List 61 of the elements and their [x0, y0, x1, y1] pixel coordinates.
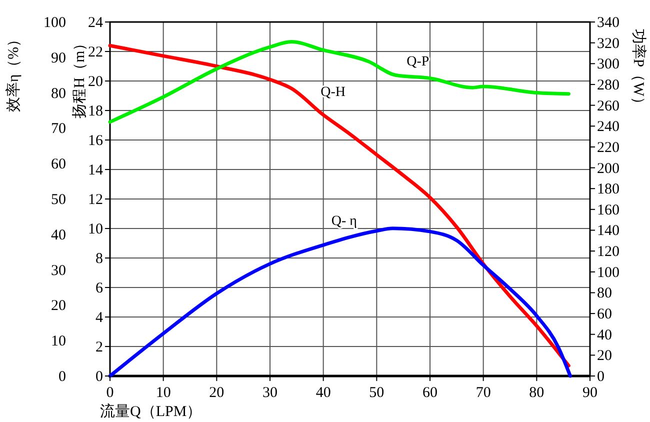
y3-tick-label: 100 [44, 15, 66, 31]
y-tick-label: 22 [88, 44, 103, 60]
y-tick-label: 2 [96, 340, 103, 356]
line-series [108, 226, 572, 378]
y-tick-label: 18 [88, 104, 103, 120]
x-tick-label: 0 [106, 385, 114, 401]
y-tick-label: 14 [88, 162, 104, 178]
y3-tick-label: 90 [51, 50, 66, 66]
x-tick-label: 50 [369, 385, 384, 401]
y-tick-label: 12 [88, 192, 103, 208]
y-tick-label: 20 [88, 74, 103, 90]
y-tick-label: 10 [88, 222, 103, 238]
y2-tick-label: 80 [597, 286, 612, 302]
series-label: Q-P [406, 54, 430, 70]
y2-tick-label: 60 [597, 306, 612, 323]
y2-tick-label: 280 [597, 77, 620, 94]
y2-tick-label: 40 [597, 327, 612, 344]
x-tick-label: 20 [209, 385, 224, 401]
x-tick-label: 30 [262, 385, 278, 401]
x-axis-title: 流量Q（LPM） [100, 403, 202, 420]
y-tick-label: 4 [96, 310, 104, 326]
y-axis-title: 扬程H（m） [71, 36, 88, 118]
y3-tick-label: 30 [51, 262, 66, 279]
x-tick-label: 80 [529, 385, 544, 401]
y2-tick-label: 200 [597, 160, 620, 177]
y-tick-label: 0 [96, 369, 103, 385]
y2-tick-label: 180 [597, 182, 620, 198]
x-tick-label: 60 [422, 385, 438, 401]
y2-tick-label: 0 [597, 369, 604, 385]
y3-tick-label: 80 [51, 86, 66, 102]
x-tick-label: 40 [316, 385, 331, 401]
y3-axis-title: 效率η（%） [5, 32, 22, 112]
line-series [108, 40, 570, 124]
y3-tick-label: 20 [51, 298, 66, 314]
line-series [108, 44, 570, 368]
y3-tick-label: 60 [51, 156, 66, 173]
y-tick-label: 6 [96, 280, 104, 296]
y2-tick-label: 240 [597, 119, 620, 136]
y2-tick-label: 220 [597, 140, 620, 156]
y2-axis-title: 功率P（W） [630, 28, 647, 112]
y2-tick-label: 260 [597, 98, 620, 114]
y2-tick-label: 140 [597, 223, 620, 240]
y-tick-label: 24 [88, 15, 104, 31]
y2-tick-label: 160 [597, 202, 620, 218]
x-tick-label: 10 [156, 385, 171, 401]
y2-tick-label: 320 [597, 36, 620, 52]
series-label: Q- η [331, 214, 357, 229]
y-tick-label: 8 [96, 251, 103, 267]
y-tick-label: 16 [88, 133, 104, 149]
y2-tick-label: 20 [597, 348, 612, 364]
y2-tick-label: 100 [597, 264, 620, 281]
y3-tick-label: 70 [51, 121, 66, 138]
x-tick-label: 90 [582, 385, 598, 401]
y3-tick-label: 50 [51, 192, 66, 208]
y3-tick-label: 0 [58, 369, 66, 385]
y2-tick-label: 340 [597, 15, 620, 31]
y2-tick-label: 120 [597, 244, 620, 260]
x-tick-label: 70 [476, 385, 491, 401]
y3-tick-label: 10 [51, 334, 66, 350]
y2-tick-label: 300 [597, 56, 620, 73]
y3-tick-label: 40 [51, 227, 66, 244]
